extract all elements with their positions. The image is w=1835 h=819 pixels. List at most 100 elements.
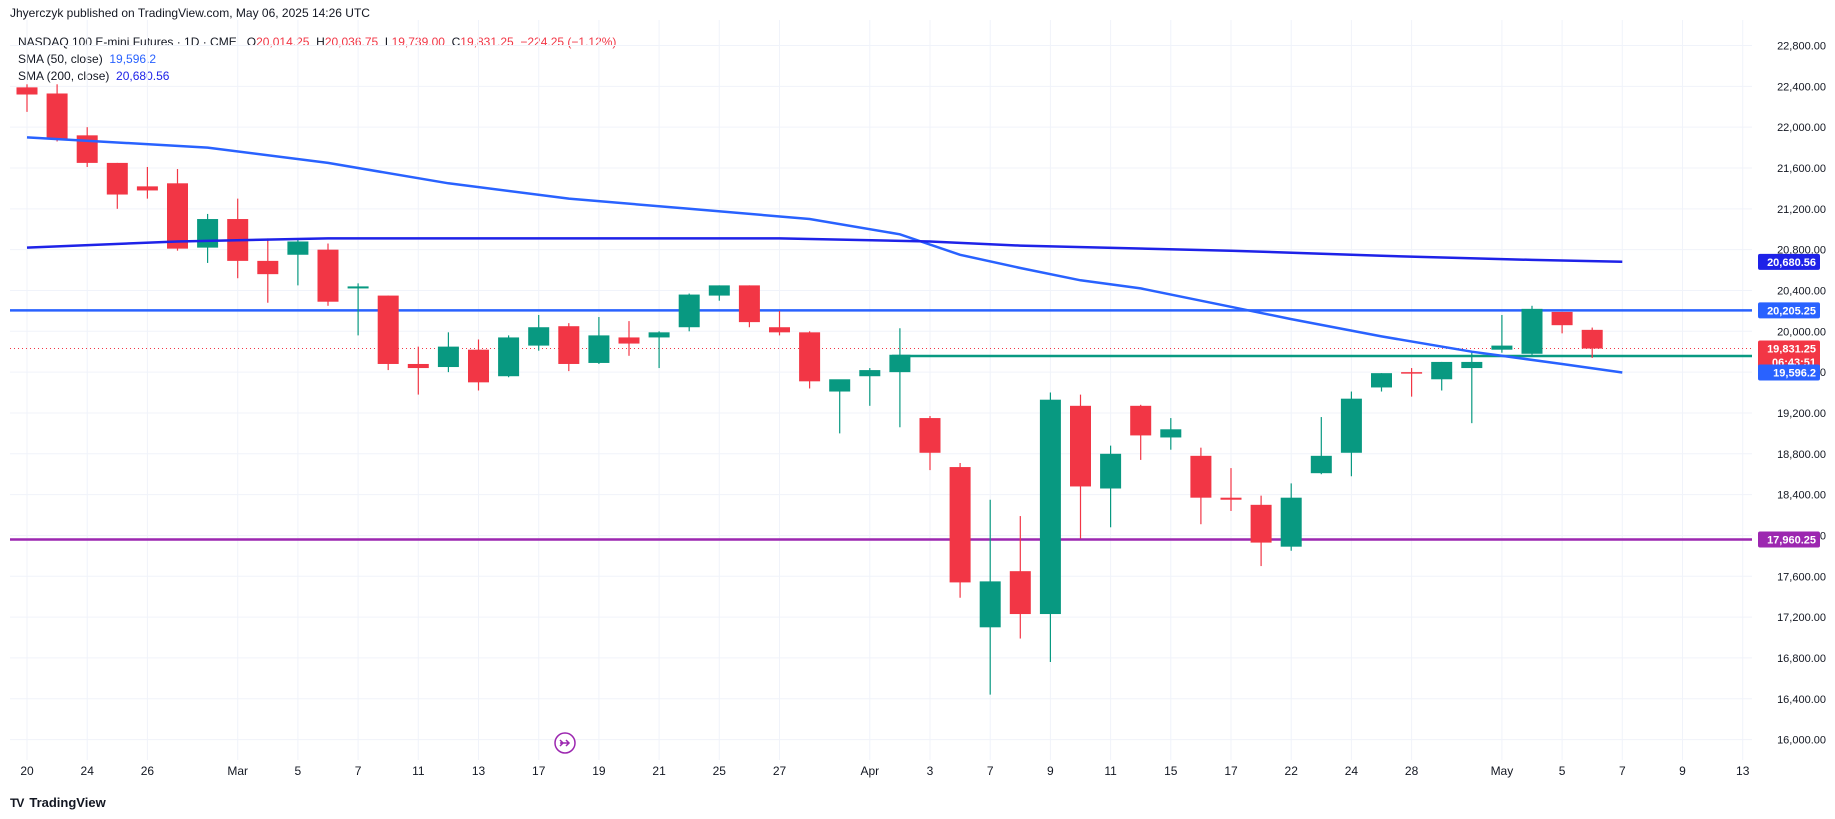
- candle-body: [588, 335, 610, 363]
- candle-body: [347, 286, 369, 289]
- tradingview-footer[interactable]: TV TradingView: [10, 795, 106, 810]
- candle-body: [528, 327, 550, 346]
- x-tick-label: 11: [1104, 764, 1117, 778]
- candle-body: [167, 183, 188, 249]
- x-tick-label: 15: [1164, 764, 1178, 778]
- x-tick-label: 5: [295, 764, 302, 778]
- price-badge: [1758, 531, 1820, 548]
- candle-body: [498, 337, 520, 377]
- sma50-row[interactable]: SMA (50, close) 19,596.2: [18, 51, 616, 68]
- moving-averages: [26, 136, 1623, 374]
- x-tick-label: 9: [1679, 764, 1686, 778]
- candle-body: [1280, 497, 1302, 547]
- candle-body: [1310, 455, 1332, 474]
- candle-body: [1220, 497, 1242, 500]
- candle-body: [1491, 345, 1513, 350]
- y-tick-label: 19,200.00: [1777, 408, 1826, 420]
- candle-body: [317, 249, 339, 302]
- y-tick-label: 17,200.00: [1777, 612, 1826, 624]
- x-tick-label: 3: [927, 764, 934, 778]
- candle-body: [1431, 361, 1453, 380]
- price-badge-label: 19,596.2: [1773, 368, 1816, 380]
- chart-grid: [10, 20, 1752, 760]
- x-tick-label: 13: [1736, 764, 1750, 778]
- candle-body: [1250, 504, 1272, 543]
- price-badge: [1758, 253, 1820, 270]
- y-tick-label: 18,800.00: [1777, 449, 1826, 461]
- x-tick-label: 28: [1405, 764, 1419, 778]
- x-tick-label: 21: [652, 764, 666, 778]
- sma200-row[interactable]: SMA (200, close) 20,680.56: [18, 68, 616, 85]
- candle-body: [1401, 372, 1423, 374]
- candle-body: [979, 581, 1001, 628]
- candle-body: [708, 285, 730, 296]
- candle-body: [1521, 308, 1543, 354]
- candle-body: [949, 467, 971, 583]
- candle-body: [1340, 398, 1362, 453]
- price-badge-label: 17,960.25: [1767, 535, 1816, 547]
- x-tick-label: 13: [472, 764, 486, 778]
- x-tick-label: May: [1491, 764, 1514, 778]
- sma200-value: 20,680.56: [116, 69, 170, 83]
- sma-line: [26, 237, 1623, 264]
- price-badges: 20,205.2517,960.2519,758.0020,680.5619,8…: [1758, 253, 1820, 548]
- high-label: H: [316, 35, 325, 49]
- x-tick-label: 22: [1285, 764, 1299, 778]
- sma50-label: SMA (50, close): [18, 52, 103, 66]
- candle-body: [829, 379, 851, 392]
- candle-body: [889, 354, 911, 373]
- time-axis[interactable]: 20 24 26 Mar 5 7 11 13 17 19 21 25 27 Apr 3 7 9 11 15 17 22 2…: [20, 764, 1749, 778]
- close-label: C: [451, 35, 461, 49]
- candle-body: [769, 327, 790, 333]
- price-badge: [1758, 340, 1820, 357]
- y-tick-label: 20,800.00: [1777, 245, 1826, 257]
- price-badge: [1758, 302, 1820, 319]
- x-tick-label: 17: [532, 764, 546, 778]
- y-tick-label: 21,200.00: [1777, 204, 1826, 216]
- x-tick-label: 26: [141, 764, 155, 778]
- candle-body: [1039, 399, 1061, 615]
- x-tick-label: 7: [987, 764, 994, 778]
- candle-body: [1070, 405, 1091, 487]
- y-tick-label: 21,600.00: [1777, 163, 1826, 175]
- x-tick-label: 24: [81, 764, 95, 778]
- y-tick-label: 16,800.00: [1777, 653, 1826, 665]
- x-tick-label: 7: [1619, 764, 1626, 778]
- candle-body: [1100, 453, 1122, 489]
- candle-body: [859, 370, 881, 377]
- candle-body: [287, 241, 309, 255]
- candle-body: [468, 349, 489, 383]
- y-tick-label: 20,000.00: [1777, 326, 1826, 338]
- candle-body: [1190, 455, 1212, 498]
- go-to-realtime-icon[interactable]: [554, 732, 576, 754]
- price-axis[interactable]: 16,000.00 16,400.00 16,800.00 17,200.00 17,6…: [1777, 41, 1826, 747]
- candle-body: [136, 186, 158, 191]
- x-tick-label: 7: [355, 764, 362, 778]
- x-tick-label: Mar: [227, 764, 248, 778]
- x-tick-label: Apr: [860, 764, 879, 778]
- candle-body: [407, 363, 429, 369]
- candle-body: [1581, 329, 1603, 349]
- candle-body: [1371, 373, 1392, 388]
- horizontal-lines: [10, 309, 1752, 541]
- candle-body: [919, 418, 941, 453]
- candle-body: [106, 162, 128, 195]
- candle-body: [1009, 571, 1031, 615]
- x-tick-label: 25: [713, 764, 727, 778]
- tradingview-logo-icon: TV: [10, 795, 24, 810]
- candle-body: [558, 326, 580, 364]
- price-badge: [1758, 364, 1820, 381]
- candle-body: [618, 337, 640, 344]
- x-tick-label: 19: [592, 764, 606, 778]
- candle-body: [799, 332, 821, 382]
- candle-body: [437, 346, 459, 368]
- tradingview-brand: TradingView: [29, 795, 106, 810]
- y-tick-label: 22,800.00: [1777, 41, 1826, 53]
- candles: [16, 84, 1603, 695]
- y-tick-label: 22,000.00: [1777, 122, 1826, 134]
- x-tick-label: 5: [1559, 764, 1566, 778]
- x-tick-label: 17: [1224, 764, 1238, 778]
- x-tick-label: 27: [773, 764, 787, 778]
- price-badge-label: 19,831.25: [1767, 344, 1816, 356]
